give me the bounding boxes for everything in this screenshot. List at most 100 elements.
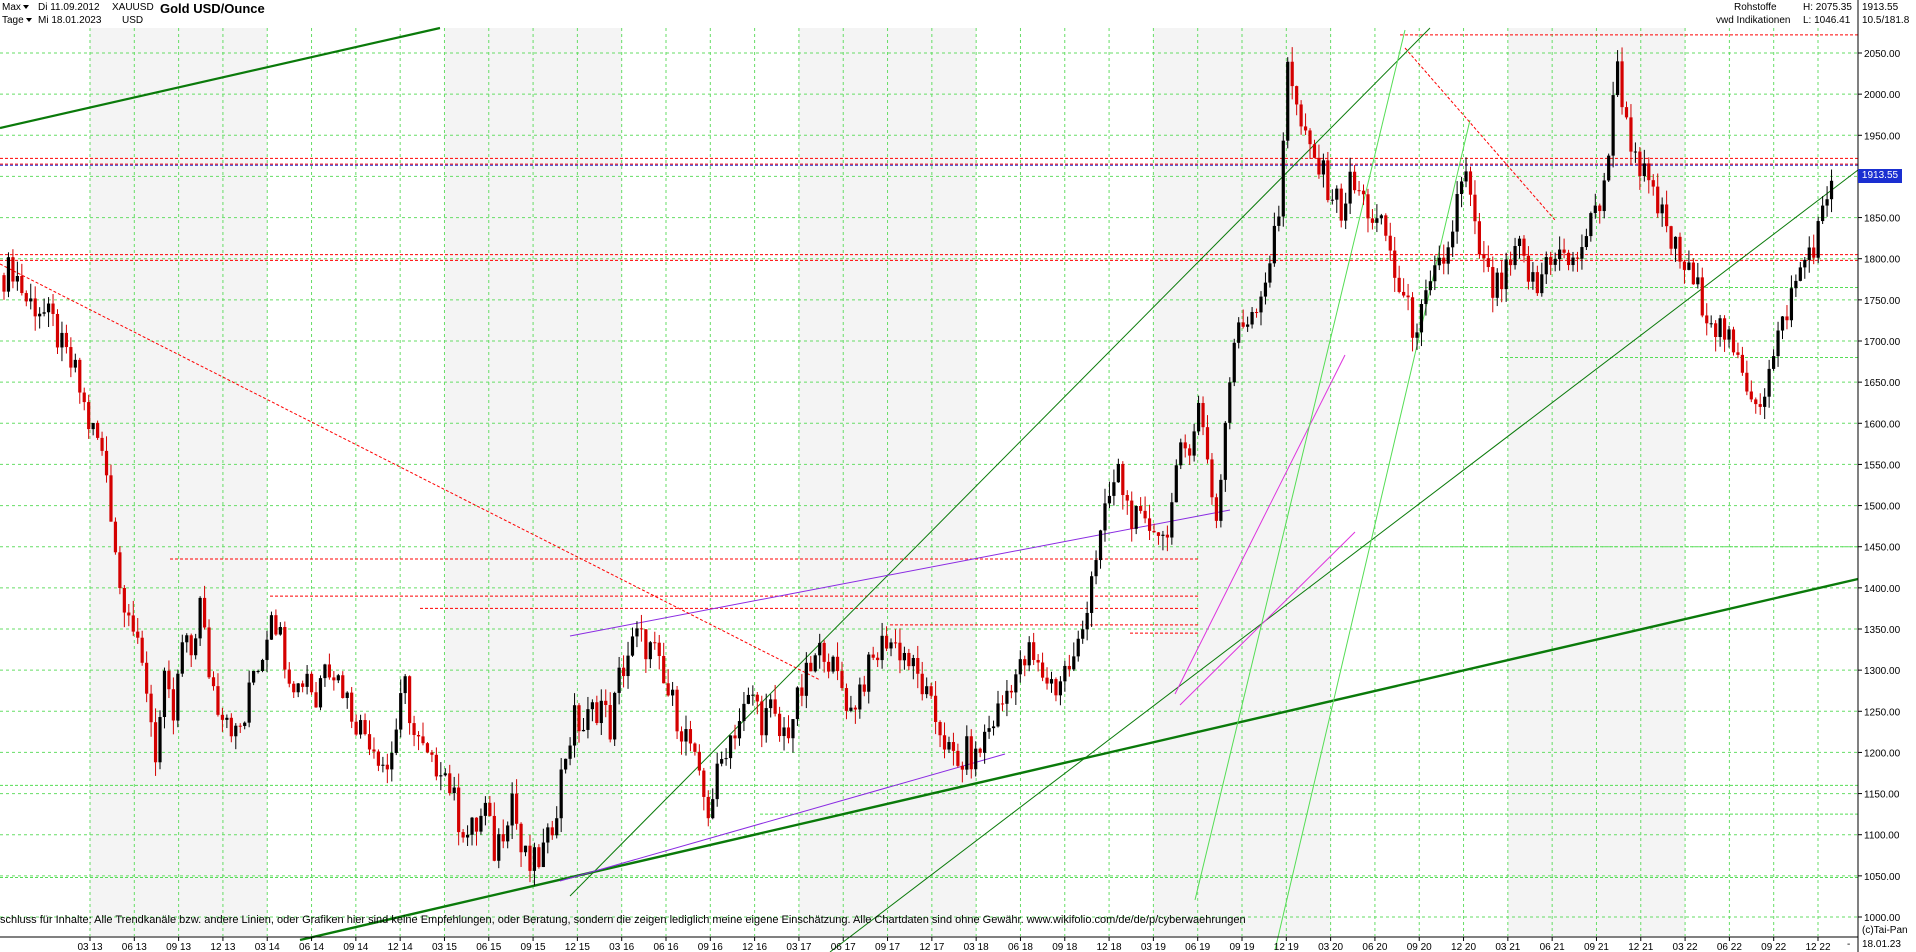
candle-body — [104, 450, 109, 476]
low-value: L: 1046.41 — [1803, 15, 1851, 26]
high-value: H: 2075.35 — [1803, 2, 1852, 13]
candle-body — [1669, 226, 1673, 249]
candle-body — [581, 729, 586, 732]
candle-body — [1018, 659, 1022, 675]
candle-body — [1406, 295, 1410, 298]
currency: USD — [122, 15, 144, 26]
candle-body — [1384, 215, 1388, 236]
candle-body — [858, 684, 862, 710]
candle-body — [1798, 267, 1802, 281]
x-tick-label: 09 14 — [343, 942, 368, 952]
candle-body — [1495, 272, 1499, 298]
y-tick-label: 1950.00 — [1864, 131, 1901, 142]
candle-body — [1714, 323, 1718, 338]
interval-selector[interactable]: Tage — [2, 15, 35, 27]
candle-body — [523, 845, 528, 853]
candle-body — [1179, 442, 1183, 466]
candle-body — [42, 312, 46, 314]
candle-body — [358, 720, 363, 735]
candle-body — [648, 642, 652, 660]
candle-body — [82, 392, 86, 403]
candle-body — [1036, 659, 1040, 663]
candle-body — [24, 293, 28, 302]
copyright: (c)Tai-Pan — [1862, 925, 1908, 936]
candle-body — [644, 629, 648, 660]
candle-body — [853, 707, 857, 710]
candle-body — [33, 298, 37, 317]
x-tick-label: 12 19 — [1274, 942, 1299, 952]
candle-body — [127, 612, 131, 616]
candle-body — [1009, 690, 1013, 693]
candle-body — [1776, 330, 1780, 357]
candle-body — [1731, 329, 1736, 353]
candle-body — [1241, 322, 1245, 327]
candle-body — [537, 847, 541, 868]
candle-body — [118, 552, 122, 589]
candle-body — [211, 677, 216, 687]
candle-body — [1393, 250, 1397, 278]
candle-body — [220, 714, 225, 720]
candle-body — [122, 588, 126, 613]
candle-body — [1513, 246, 1517, 266]
candle-body — [862, 684, 866, 692]
candle-body — [497, 834, 501, 861]
candle-body — [225, 717, 229, 720]
candle-body — [1366, 194, 1370, 219]
candle-body — [510, 793, 514, 826]
trend-line — [1404, 47, 1556, 221]
candle-body — [1254, 312, 1259, 314]
candle-body — [1174, 465, 1178, 503]
x-tick-label: 09 20 — [1407, 942, 1432, 952]
candle-body — [996, 703, 1000, 727]
candle-body — [1700, 277, 1704, 316]
candle-body — [1232, 342, 1236, 383]
candle-body — [604, 700, 608, 706]
candle-body — [1032, 642, 1036, 660]
candle-body — [394, 729, 398, 753]
date-to: Mi 18.01.2023 — [38, 15, 102, 26]
candle-body — [1397, 277, 1401, 292]
candle-body — [572, 705, 577, 746]
candle-body — [1424, 290, 1428, 304]
candle-body — [20, 275, 24, 294]
candle-body — [11, 257, 15, 282]
candle-body — [916, 658, 920, 674]
trend-line — [829, 169, 1859, 952]
candle-body — [1045, 677, 1049, 684]
candle-body — [1624, 107, 1629, 118]
trend-line — [0, 26, 441, 130]
candle-body — [113, 521, 118, 553]
candle-body — [1736, 352, 1740, 355]
candle-body — [341, 675, 345, 698]
candle-body — [318, 678, 323, 708]
candle-body — [599, 700, 603, 724]
candle-body — [1464, 171, 1468, 182]
candle-body — [679, 731, 684, 742]
candle-body — [1763, 396, 1767, 407]
candle-body — [1272, 225, 1276, 264]
symbol: XAUUSD — [112, 2, 154, 13]
candle-body — [1620, 61, 1624, 108]
candle-body — [381, 764, 385, 766]
x-axis: 03 13 06 13 09 13 12 13 03 14 06 14 09 14 12 14… — [77, 937, 1831, 952]
candle-body — [1281, 140, 1285, 217]
y-tick-label: 1100.00 — [1864, 831, 1900, 842]
candle-body — [1339, 188, 1343, 221]
candle-body — [1455, 194, 1459, 232]
candle-body — [1170, 502, 1174, 538]
x-tick-label: 12 15 — [565, 942, 590, 952]
candle-body — [706, 796, 710, 819]
candle-body — [827, 661, 831, 672]
y-tick-label: 1500.00 — [1864, 502, 1901, 513]
range-selector[interactable]: Max — [2, 2, 32, 14]
x-tick-label: 12 17 — [919, 942, 944, 952]
candle-body — [345, 692, 349, 698]
range-selector-label: Max — [2, 2, 21, 13]
candle-body — [1188, 448, 1192, 456]
candle-body — [408, 676, 412, 724]
candle-body — [176, 673, 180, 721]
candle-body — [1758, 404, 1762, 407]
x-tick-label: 06 13 — [122, 942, 147, 952]
candle-body — [1446, 247, 1450, 264]
